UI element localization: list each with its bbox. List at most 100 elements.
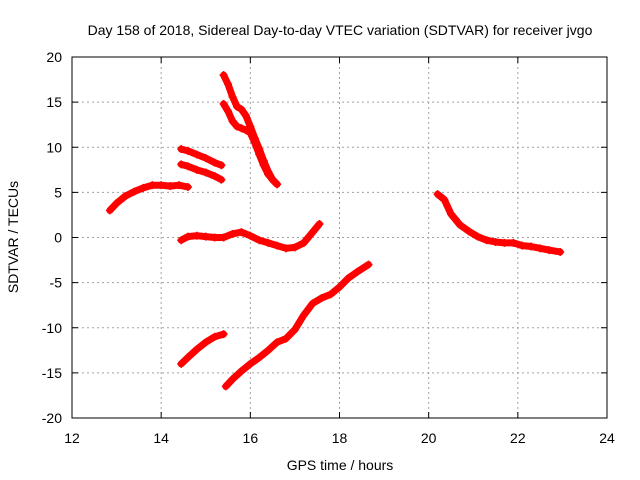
x-tick-label: 22 bbox=[510, 430, 526, 446]
data-point bbox=[259, 161, 268, 170]
data-point bbox=[177, 236, 186, 245]
data-point bbox=[183, 162, 192, 171]
y-tick-label: -10 bbox=[42, 320, 62, 336]
data-point bbox=[255, 353, 264, 362]
x-tick-label: 16 bbox=[243, 430, 259, 446]
data-point bbox=[335, 283, 344, 292]
data-point bbox=[364, 260, 373, 269]
data-point bbox=[317, 293, 326, 302]
data-point bbox=[440, 195, 449, 204]
data-point bbox=[130, 187, 139, 196]
data-point bbox=[353, 267, 362, 276]
data-point bbox=[232, 122, 241, 131]
data-point bbox=[455, 220, 464, 229]
x-axis-label: GPS time / hours bbox=[287, 457, 394, 473]
data-point bbox=[224, 107, 233, 116]
data-point bbox=[221, 382, 230, 391]
x-tick-label: 20 bbox=[421, 430, 437, 446]
data-point bbox=[433, 190, 442, 199]
data-point bbox=[473, 232, 482, 241]
x-tick-label: 14 bbox=[153, 430, 169, 446]
data-point bbox=[246, 359, 255, 368]
data-point bbox=[112, 199, 121, 208]
data-point bbox=[308, 299, 317, 308]
axis-ticks bbox=[71, 56, 608, 419]
data-point bbox=[264, 238, 273, 247]
data-point bbox=[224, 80, 233, 89]
data-point bbox=[545, 246, 554, 255]
data-point bbox=[210, 233, 219, 242]
series-arc-1 bbox=[105, 181, 192, 215]
data-point bbox=[201, 154, 210, 163]
data-point bbox=[210, 332, 219, 341]
y-tick-label: 15 bbox=[46, 94, 62, 110]
data-point bbox=[228, 229, 237, 238]
series-arc-9 bbox=[433, 190, 565, 256]
data-point bbox=[273, 338, 282, 347]
data-point bbox=[518, 241, 527, 250]
y-tick-label: 20 bbox=[46, 49, 62, 65]
data-point bbox=[201, 232, 210, 241]
x-tick-label: 12 bbox=[64, 430, 80, 446]
y-axis-label: SDTVAR / TECUs bbox=[5, 181, 21, 293]
data-point bbox=[177, 359, 186, 368]
series-arc-8 bbox=[221, 260, 373, 391]
data-point bbox=[255, 236, 264, 245]
data-point bbox=[264, 170, 273, 179]
data-point bbox=[210, 158, 219, 167]
data-point bbox=[139, 183, 148, 192]
data-point bbox=[250, 138, 259, 147]
data-point bbox=[282, 244, 290, 253]
data-point bbox=[228, 375, 237, 384]
data-series bbox=[105, 71, 565, 391]
series-arc-3 bbox=[177, 160, 226, 184]
data-point bbox=[121, 191, 130, 200]
y-tick-label: 10 bbox=[46, 139, 62, 155]
x-tick-label: 24 bbox=[599, 430, 615, 446]
data-point bbox=[217, 161, 226, 170]
data-point bbox=[148, 181, 157, 190]
data-point bbox=[509, 238, 518, 247]
data-point bbox=[326, 290, 335, 299]
series-arc-2 bbox=[177, 145, 226, 170]
y-tick-label: 5 bbox=[54, 184, 62, 200]
data-point bbox=[464, 227, 473, 236]
data-point bbox=[246, 231, 255, 240]
data-point bbox=[219, 71, 228, 80]
data-point bbox=[105, 206, 114, 215]
chart-title: Day 158 of 2018, Sidereal Day-to-day VTE… bbox=[88, 22, 593, 38]
data-point bbox=[192, 345, 201, 354]
data-point bbox=[268, 175, 277, 184]
data-point bbox=[219, 99, 228, 108]
data-point bbox=[536, 244, 545, 253]
y-tick-label: -15 bbox=[42, 365, 62, 381]
data-point bbox=[299, 238, 308, 247]
data-point bbox=[183, 232, 192, 241]
series-arc-4 bbox=[177, 219, 324, 253]
data-point bbox=[482, 236, 491, 245]
data-point bbox=[157, 181, 166, 190]
data-point bbox=[232, 102, 241, 111]
data-point bbox=[237, 367, 246, 376]
series-arc-7 bbox=[177, 330, 228, 368]
data-point bbox=[308, 228, 317, 237]
series-band bbox=[106, 181, 192, 214]
data-point bbox=[192, 150, 201, 159]
data-point bbox=[228, 117, 237, 126]
data-point bbox=[177, 145, 186, 154]
data-point bbox=[201, 338, 210, 347]
y-tick-label: 0 bbox=[54, 230, 62, 246]
data-point bbox=[192, 231, 201, 240]
data-point bbox=[446, 210, 455, 219]
y-tick-label: -20 bbox=[42, 410, 62, 426]
data-point bbox=[255, 150, 264, 159]
data-point bbox=[175, 181, 183, 190]
data-point bbox=[217, 175, 226, 184]
data-point bbox=[241, 126, 250, 135]
data-point bbox=[183, 353, 192, 362]
data-point bbox=[290, 325, 299, 334]
data-point bbox=[264, 346, 273, 355]
data-point bbox=[237, 124, 246, 133]
data-point bbox=[273, 180, 282, 189]
